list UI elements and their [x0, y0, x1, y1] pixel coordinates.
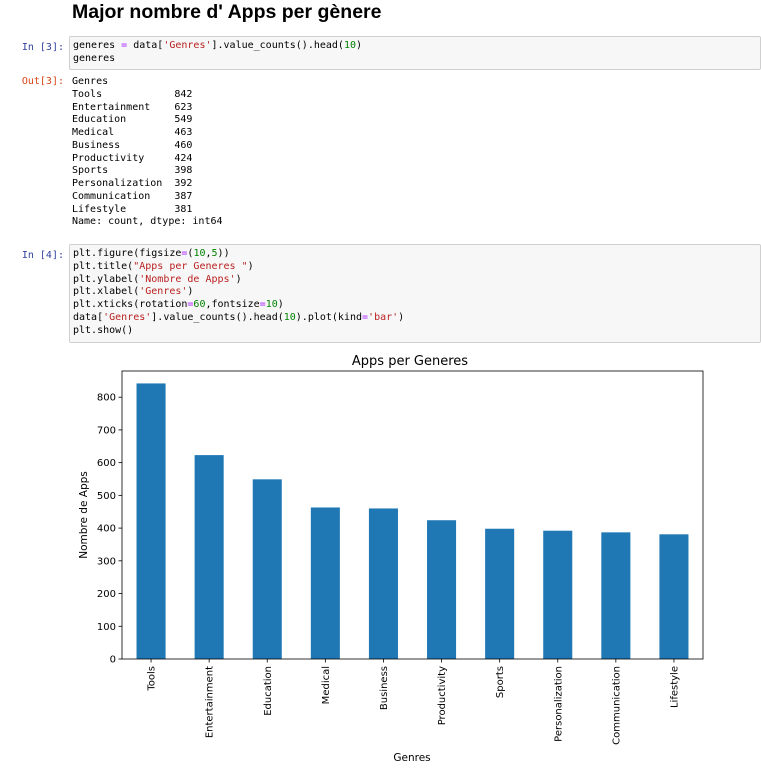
code-token: 'Genres' [163, 40, 212, 51]
x-tick-label: Entertainment [205, 666, 216, 738]
code-token: ( [187, 248, 194, 259]
code-token: )) [217, 248, 230, 259]
code-token: 10 [265, 299, 278, 310]
code-token: ) [398, 311, 405, 323]
code-editor[interactable]: generes = data['Genres'].value_counts().… [73, 40, 362, 66]
code-token: ) [235, 273, 242, 285]
code-token: generes [73, 52, 116, 64]
x-axis-label: Genres [393, 752, 430, 764]
code-token: 10 [343, 40, 356, 51]
code-cell-input[interactable]: plt.figure(figsize=(10,5)) plt.title("Ap… [69, 244, 761, 343]
code-token: ) [356, 40, 363, 51]
code-token: ) [277, 299, 284, 310]
bar [194, 455, 224, 659]
code-token: data[ [73, 311, 104, 323]
code-token: , [205, 248, 212, 259]
plot-frame [121, 370, 704, 660]
section-heading: Major nombre d' Apps per gènere [72, 1, 382, 23]
x-tick-label: Sports [495, 666, 506, 698]
input-prompt: In [4]: [21, 250, 64, 261]
bar [310, 507, 340, 659]
bar [136, 383, 166, 659]
y-tick-label: 0 [110, 655, 116, 666]
code-cell-input[interactable]: generes = data['Genres'].value_counts().… [69, 36, 761, 70]
code-token: plt.xlabel( [73, 286, 140, 298]
code-token: 'bar' [368, 311, 399, 323]
y-tick-label: 500 [97, 491, 116, 502]
y-axis-label: Nombre de Apps [78, 471, 90, 559]
code-token: 'Genres' [103, 311, 152, 323]
code-token: = [121, 40, 128, 51]
code-token: 5 [211, 248, 218, 259]
x-tick-label: Education [263, 666, 274, 716]
bar [601, 532, 631, 659]
y-tick-label: 800 [97, 393, 116, 404]
code-token: plt.ylabel( [73, 273, 140, 285]
y-tick-label: 300 [97, 556, 116, 567]
code-token: ) [247, 260, 254, 272]
x-tick-label: Productivity [437, 666, 448, 725]
y-tick-label: 200 [97, 589, 116, 600]
bar [485, 528, 515, 659]
code-token: 10 [283, 311, 296, 323]
code-token: generes [73, 40, 122, 51]
bar [659, 534, 689, 659]
code-editor[interactable]: plt.figure(figsize=(10,5)) plt.title("Ap… [73, 248, 404, 337]
x-tick-label: Business [379, 666, 390, 710]
bar-chart: Apps per Generes 0 100 200 300 400 500 600 700 8… [78, 354, 704, 764]
code-token: 'Nombre de Apps' [139, 273, 236, 285]
code-token: = [259, 299, 266, 310]
cell-output-text: Genres Tools 842 Entertainment 623 Educa… [72, 76, 223, 228]
code-token: ,fontsize [205, 299, 260, 310]
bar [252, 479, 282, 659]
code-token: 10 [193, 248, 206, 259]
code-token: 'Genres' [139, 286, 188, 298]
code-token: "Apps per Generes " [133, 260, 248, 272]
x-tick-label: Communication [611, 666, 622, 745]
code-token: plt.figure(figsize [73, 248, 182, 259]
code-token: plt.show() [73, 324, 134, 336]
code-token: ) [187, 286, 194, 298]
code-token: plt.title( [73, 260, 134, 272]
x-tick-label: Personalization [553, 666, 564, 742]
code-token: = [187, 299, 194, 310]
input-prompt: In [3]: [21, 42, 64, 53]
code-token: ].value_counts().head( [211, 40, 344, 51]
code-token: = [362, 311, 369, 323]
output-prompt: Out[3]: [21, 76, 64, 87]
chart-title: Apps per Generes [352, 354, 468, 369]
code-token: data[ [127, 40, 164, 51]
code-token: = [181, 248, 188, 259]
x-tick-label: Tools [147, 666, 158, 692]
x-tick-label: Medical [321, 666, 332, 704]
y-tick-label: 700 [97, 425, 116, 436]
y-tick-label: 600 [97, 458, 116, 469]
bar [427, 520, 457, 659]
code-token: ).plot(kind [295, 311, 363, 323]
code-token: plt.xticks(rotation [73, 299, 188, 310]
bar [543, 530, 573, 659]
code-token: ].value_counts().head( [151, 311, 284, 323]
x-tick-label: Lifestyle [669, 666, 680, 708]
code-token: 60 [193, 299, 206, 310]
bar [368, 508, 398, 659]
y-tick-label: 100 [97, 622, 116, 633]
y-tick-label: 400 [97, 524, 116, 535]
